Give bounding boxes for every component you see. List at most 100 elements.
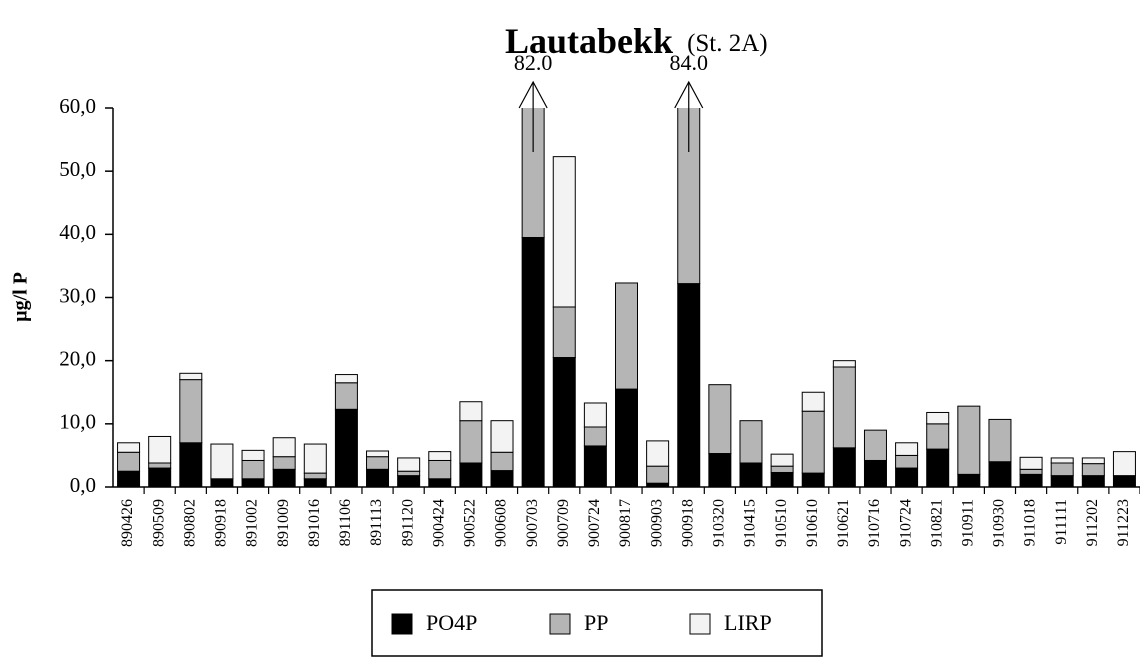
bar-segment	[1050, 475, 1074, 488]
bar-segment	[552, 306, 576, 359]
bar-segment	[1112, 451, 1136, 477]
bar-segment	[490, 420, 514, 453]
bar-segment	[148, 435, 172, 464]
bar-segment	[397, 470, 421, 477]
bar-segment	[459, 420, 483, 464]
y-tick-label: 0,0	[70, 473, 96, 497]
bar-segment	[583, 426, 607, 447]
x-tick-label: 910930	[991, 499, 1008, 547]
x-tick-label: 900608	[493, 499, 510, 547]
bar-segment	[770, 465, 794, 473]
bar-segment	[895, 454, 919, 469]
annotation: 82.0	[514, 50, 553, 75]
bar-segment	[148, 462, 172, 469]
bar-segment	[615, 388, 638, 488]
bar-segment	[832, 360, 856, 368]
chart-title: Lautabekk	[505, 21, 673, 61]
x-tick-label: 900724	[586, 499, 603, 547]
bar-segment	[926, 411, 950, 425]
x-tick-label: 900817	[617, 499, 634, 547]
bar-segment	[459, 401, 483, 422]
bar-segment	[241, 449, 265, 461]
bar-segment	[428, 478, 452, 488]
y-tick-label: 50,0	[59, 157, 96, 181]
bar-segment	[1019, 456, 1043, 470]
y-axis-label: µg/l P	[10, 272, 32, 322]
bar-segment	[521, 236, 545, 488]
x-tick-label: 890509	[150, 499, 167, 547]
bar-segment	[646, 440, 670, 467]
bar-segment	[801, 410, 825, 474]
bar-segment	[1050, 457, 1074, 464]
bar-segment	[210, 443, 234, 480]
bar-segment	[677, 108, 701, 285]
bar-segment	[210, 478, 234, 488]
bar-segment	[988, 461, 1012, 488]
annotation-arrowhead	[518, 80, 548, 109]
x-tick-label: 891106	[337, 499, 354, 546]
x-tick-label: 891120	[399, 499, 416, 546]
legend-swatch	[689, 613, 711, 635]
x-tick-label: 900703	[524, 499, 541, 547]
x-tick-label: 910821	[928, 499, 945, 547]
x-tick-label: 910911	[960, 499, 977, 546]
bar-segment	[490, 470, 514, 488]
bar-segment	[117, 451, 141, 472]
bar-segment	[926, 423, 950, 450]
bar-segment	[895, 467, 919, 488]
bar-segment	[1019, 473, 1043, 488]
x-tick-label: 910716	[866, 499, 883, 547]
x-tick-label: 891016	[306, 499, 323, 547]
bar-segment	[583, 445, 607, 488]
x-tick-label: 900424	[430, 499, 447, 547]
legend-label: PP	[584, 610, 608, 635]
bar-segment	[832, 366, 856, 449]
bar-segment	[1019, 468, 1043, 475]
x-tick-label: 911223	[1115, 499, 1132, 546]
bar-segment	[863, 429, 887, 461]
bar-segment	[459, 462, 483, 488]
y-tick-label: 40,0	[59, 220, 96, 244]
bar-segment	[583, 402, 607, 428]
bar-segment	[303, 472, 327, 480]
bar-segment	[708, 453, 732, 488]
x-tick-label: 900903	[648, 499, 665, 547]
bar-segment	[272, 437, 296, 458]
bar-segment	[677, 283, 701, 488]
bar-segment	[739, 420, 763, 464]
x-tick-label: 910415	[742, 499, 759, 547]
legend-swatch	[391, 613, 413, 635]
bar-segment	[552, 156, 576, 308]
bar-segment	[552, 357, 576, 488]
bar-segment	[863, 459, 887, 488]
bar-segment	[179, 372, 203, 381]
y-tick-label: 60,0	[59, 94, 96, 118]
bar-segment	[615, 282, 638, 390]
x-tick-label: 890918	[213, 499, 230, 547]
x-tick-label: 911202	[1084, 499, 1101, 546]
bar-segment	[117, 470, 141, 488]
x-tick-label: 890802	[181, 499, 198, 547]
x-tick-label: 910724	[897, 499, 914, 547]
bar-segment	[272, 468, 296, 488]
annotation-arrowhead	[674, 80, 704, 109]
x-tick-label: 911018	[1022, 499, 1039, 546]
legend-swatch	[549, 613, 571, 635]
bar-segment	[770, 453, 794, 467]
bar-segment	[366, 456, 390, 470]
bar-segment	[117, 442, 141, 453]
x-tick-label: 910621	[835, 499, 852, 547]
bar-segment	[646, 482, 670, 488]
bar-segment	[490, 451, 514, 472]
legend-label: PO4P	[426, 610, 477, 635]
bar-segment	[646, 465, 670, 484]
bar-segment	[957, 473, 981, 488]
bar-segment	[801, 472, 825, 488]
legend-box	[371, 589, 823, 657]
bar-segment	[1081, 457, 1105, 465]
bar-segment	[895, 442, 919, 456]
annotation: 84.0	[669, 50, 708, 75]
x-tick-label: 900522	[462, 499, 479, 547]
x-tick-label: 900918	[679, 499, 696, 547]
